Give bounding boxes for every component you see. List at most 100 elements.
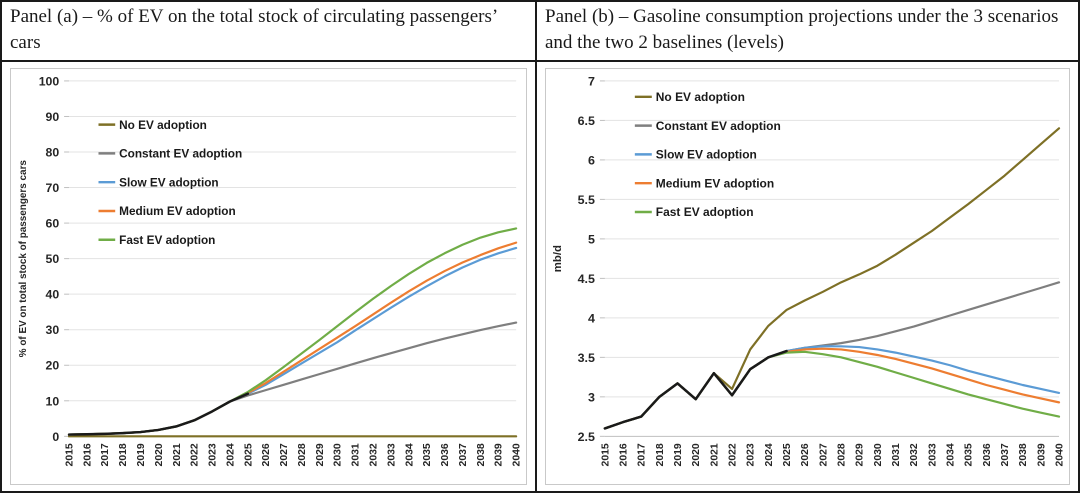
legend-label: No EV adoption xyxy=(119,118,207,132)
x-tick-label: 2032 xyxy=(909,443,920,466)
x-tick-label: 2037 xyxy=(458,443,469,466)
y-tick-label: 50 xyxy=(46,252,60,266)
x-tick-label: 2035 xyxy=(964,443,975,466)
legend-label: No EV adoption xyxy=(656,90,745,104)
legend-label: Slow EV adoption xyxy=(119,175,219,189)
panel-b-chart: 2.5 3 3.5 4 4.5 5 5.5 6 6.5 7 2015 2016 2017 2018 2019… xyxy=(545,68,1070,485)
panel-b-chart-svg: 2.5 3 3.5 4 4.5 5 5.5 6 6.5 7 2015 2016 2017 2018 2019… xyxy=(552,74,1066,466)
y-tick-label: 4 xyxy=(588,311,595,325)
y-tick-label: 6.5 xyxy=(578,114,595,128)
x-tick-label: 2020 xyxy=(154,443,165,466)
x-tick-label: 2025 xyxy=(782,443,793,466)
x-tick-label: 2015 xyxy=(64,443,75,466)
y-tick-label: 2.5 xyxy=(578,430,595,444)
x-tick-label: 2035 xyxy=(422,443,433,466)
y-tick-label: 10 xyxy=(46,394,60,408)
x-tick-label: 2028 xyxy=(837,443,848,466)
x-tick-label: 2027 xyxy=(279,443,290,466)
y-tick-label: 7 xyxy=(588,74,595,88)
legend-label: Constant EV adoption xyxy=(119,147,242,161)
x-tick-label: 2034 xyxy=(404,443,415,466)
legend-label: Slow EV adoption xyxy=(656,148,757,162)
x-tick-label: 2033 xyxy=(386,443,397,466)
x-tick-label: 2019 xyxy=(673,443,684,466)
x-tick-label: 2032 xyxy=(369,443,380,466)
x-tick-label: 2026 xyxy=(261,443,272,466)
x-tick-label: 2039 xyxy=(1036,443,1047,466)
series-line-historical-observed- xyxy=(603,349,788,430)
panel-a-chart-cell: 0 10 20 30 40 50 60 70 80 90 100 2015 2016 2017 2018 20… xyxy=(2,62,535,491)
x-tick-label: 2038 xyxy=(476,443,487,466)
panel-b-title: Panel (b) – Gasoline consumption project… xyxy=(535,2,1078,62)
y-tick-label: 4.5 xyxy=(578,272,595,286)
x-tick-label: 2021 xyxy=(172,443,183,466)
legend-label: Fast EV adoption xyxy=(119,233,215,247)
x-tick-label: 2020 xyxy=(691,443,702,466)
x-tick-label: 2023 xyxy=(208,443,219,466)
series-line-historical-observed- xyxy=(67,392,250,436)
legend-label: Fast EV adoption xyxy=(656,205,754,219)
y-tick-label: 90 xyxy=(46,110,60,124)
y-tick-label: 0 xyxy=(52,430,59,444)
x-tick-label: 2025 xyxy=(243,443,254,466)
x-tick-label: 2038 xyxy=(1018,443,1029,466)
x-tick-label: 2028 xyxy=(297,443,308,466)
y-tick-label: 80 xyxy=(46,145,60,159)
y-axis-title: mb/d xyxy=(552,245,564,272)
panel-b-chart-cell: 2.5 3 3.5 4 4.5 5 5.5 6 6.5 7 2015 2016 2017 2018 2019… xyxy=(535,62,1078,491)
x-tick-label: 2034 xyxy=(945,443,956,466)
x-tick-label: 2036 xyxy=(982,443,993,466)
x-tick-label: 2018 xyxy=(118,443,129,466)
x-tick-label: 2015 xyxy=(600,443,611,466)
x-tick-label: 2037 xyxy=(1000,443,1011,466)
y-tick-label: 6 xyxy=(588,153,595,167)
series-line-medium-ev-adoption xyxy=(603,347,1061,430)
series-line-slow-ev-adoption xyxy=(67,246,518,436)
x-tick-label: 2022 xyxy=(190,443,201,466)
series-line-fast-ev-adoption xyxy=(67,227,518,436)
x-tick-label: 2018 xyxy=(655,443,666,466)
y-tick-label: 3.5 xyxy=(578,351,595,365)
y-tick-label: 5 xyxy=(588,232,595,246)
x-tick-label: 2026 xyxy=(800,443,811,466)
x-tick-label: 2027 xyxy=(818,443,829,466)
x-tick-label: 2030 xyxy=(873,443,884,466)
x-tick-label: 2036 xyxy=(440,443,451,466)
legend-label: Medium EV adoption xyxy=(656,176,774,190)
x-tick-label: 2016 xyxy=(619,443,630,466)
x-tick-label: 2029 xyxy=(855,443,866,466)
series-line-fast-ev-adoption xyxy=(603,350,1061,430)
panel-a-title: Panel (a) – % of EV on the total stock o… xyxy=(2,2,535,62)
y-tick-label: 5.5 xyxy=(578,193,595,207)
y-tick-label: 70 xyxy=(46,181,60,195)
legend-label: Constant EV adoption xyxy=(656,119,781,133)
series-line-constant-ev-adoption xyxy=(67,321,518,436)
x-tick-label: 2024 xyxy=(225,443,236,466)
legend-label: Medium EV adoption xyxy=(119,204,236,218)
y-tick-label: 100 xyxy=(39,74,60,88)
x-tick-label: 2029 xyxy=(315,443,326,466)
x-tick-label: 2016 xyxy=(82,443,93,466)
panel-a-chart: 0 10 20 30 40 50 60 70 80 90 100 2015 2016 2017 2018 20… xyxy=(10,68,527,485)
x-tick-label: 2033 xyxy=(927,443,938,466)
x-tick-label: 2031 xyxy=(891,443,902,466)
x-tick-label: 2021 xyxy=(709,443,720,466)
x-tick-label: 2031 xyxy=(351,443,362,466)
y-tick-label: 30 xyxy=(46,323,60,337)
x-tick-label: 2040 xyxy=(512,443,523,466)
x-tick-label: 2023 xyxy=(746,443,757,466)
x-tick-label: 2039 xyxy=(494,443,505,466)
y-tick-label: 40 xyxy=(46,288,60,302)
y-tick-label: 20 xyxy=(46,359,60,373)
y-tick-label: 60 xyxy=(46,217,60,231)
x-tick-label: 2017 xyxy=(100,443,111,466)
x-tick-label: 2040 xyxy=(1054,443,1065,466)
y-tick-label: 3 xyxy=(588,390,595,404)
x-tick-label: 2019 xyxy=(136,443,147,466)
x-tick-label: 2017 xyxy=(637,443,648,466)
x-tick-label: 2030 xyxy=(333,443,344,466)
x-tick-label: 2024 xyxy=(764,443,775,466)
y-axis-title: % of EV on total stock of passengers car… xyxy=(18,160,29,358)
